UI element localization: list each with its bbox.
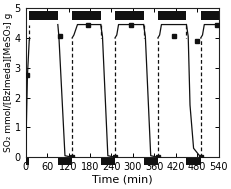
Bar [143, 158, 157, 165]
Bar [115, 11, 143, 20]
Bar [186, 158, 200, 165]
Bar [26, 158, 29, 165]
X-axis label: Time (min): Time (min) [91, 175, 152, 185]
Y-axis label: SO₂ mmol/[BzImeda][MeSO₃] g: SO₂ mmol/[BzImeda][MeSO₃] g [4, 13, 13, 152]
Bar [157, 11, 186, 20]
Bar [29, 11, 58, 20]
Bar [58, 158, 72, 165]
Bar [100, 158, 115, 165]
Bar [72, 11, 100, 20]
Bar [200, 11, 218, 20]
